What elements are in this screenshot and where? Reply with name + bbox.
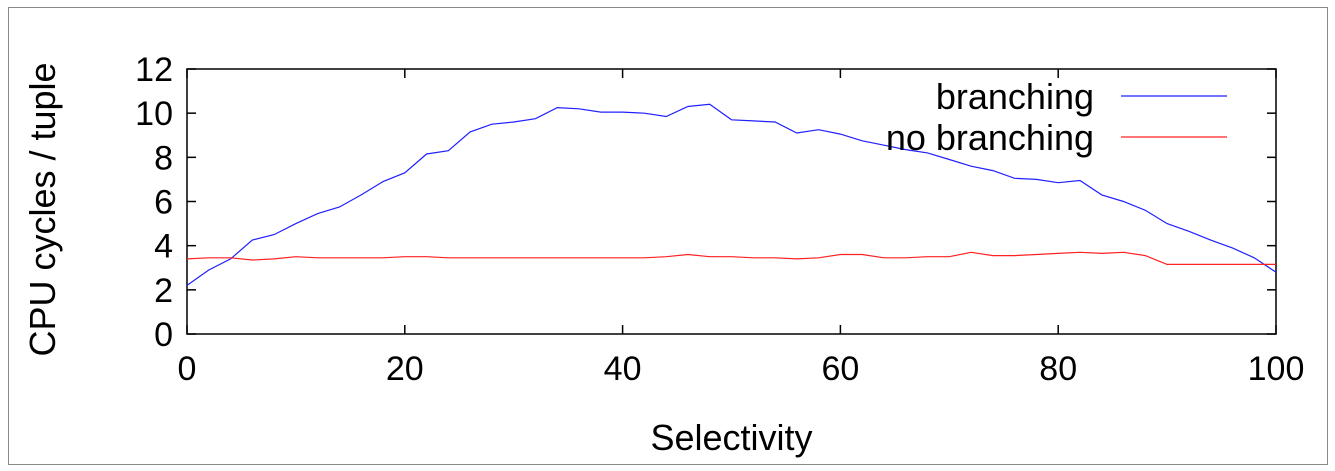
y-tick-label: 2 (154, 272, 173, 310)
legend-label-branching: branching (936, 76, 1094, 117)
y-tick-label: 10 (135, 95, 173, 133)
legend-label-no-branching: no branching (886, 117, 1094, 158)
y-axis-title: CPU cycles / tuple (22, 62, 63, 356)
x-tick-label: 40 (604, 350, 642, 388)
series-line-branching (186, 103, 1277, 286)
y-tick-label: 4 (154, 228, 173, 266)
x-axis-ticks: 0 20 40 60 80 100 (178, 69, 1305, 388)
y-tick-label: 8 (154, 139, 173, 177)
x-tick-label: 100 (1248, 350, 1305, 388)
y-tick-label: 0 (154, 316, 173, 354)
y-tick-label: 12 (135, 51, 173, 89)
x-tick-label: 0 (178, 350, 197, 388)
y-axis-ticks: 0 2 4 6 8 10 12 (135, 51, 1276, 354)
y-tick-label: 6 (154, 184, 173, 222)
legend: branching no branching (886, 76, 1227, 158)
x-tick-label: 20 (386, 350, 424, 388)
chart-frame: 0 2 4 6 8 10 12 0 20 40 60 80 100 Selectivity CPU c… (8, 7, 1328, 465)
line-chart: 0 2 4 6 8 10 12 0 20 40 60 80 100 Selectivity CPU c… (22, 51, 1305, 458)
x-tick-label: 60 (821, 350, 859, 388)
series-line-no-branching (186, 251, 1276, 265)
x-tick-label: 80 (1039, 350, 1077, 388)
series-lines (186, 103, 1277, 286)
x-axis-title: Selectivity (650, 417, 812, 458)
